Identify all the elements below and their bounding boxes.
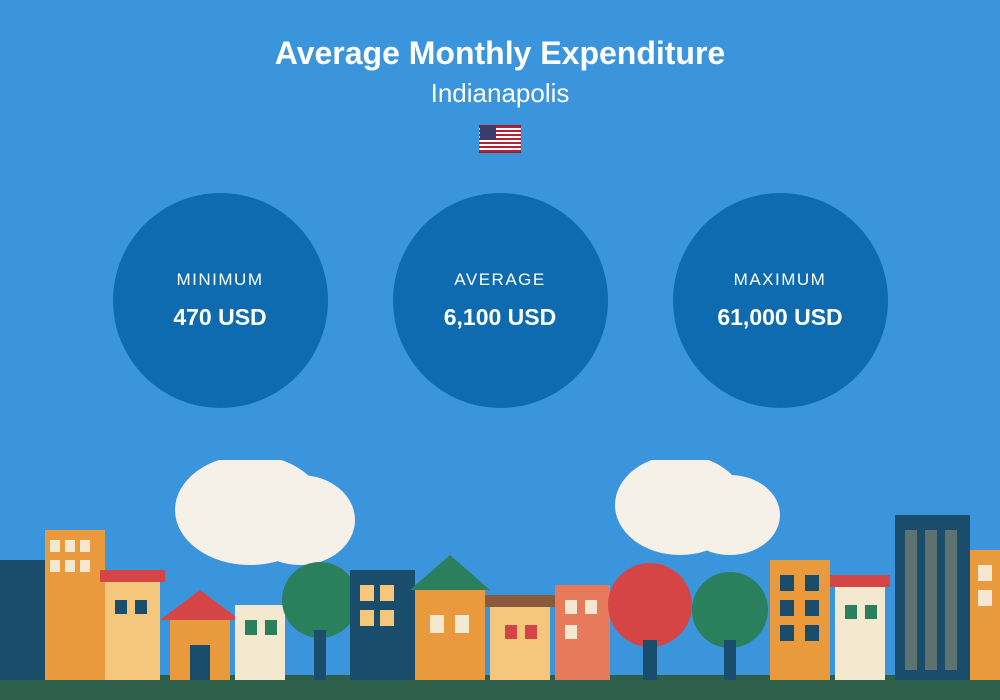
stat-label: MINIMUM [177, 270, 264, 290]
stat-value: 470 USD [173, 304, 266, 331]
stat-value: 6,100 USD [444, 304, 557, 331]
cityscape-illustration [0, 460, 1000, 700]
stats-circles: MINIMUM 470 USD AVERAGE 6,100 USD MAXIMU… [0, 193, 1000, 408]
stat-circle-minimum: MINIMUM 470 USD [113, 193, 328, 408]
infographic-container: Average Monthly Expenditure Indianapolis… [0, 0, 1000, 700]
stat-value: 61,000 USD [717, 304, 842, 331]
page-subtitle: Indianapolis [0, 78, 1000, 109]
stat-circle-maximum: MAXIMUM 61,000 USD [673, 193, 888, 408]
stat-label: MAXIMUM [734, 270, 827, 290]
header: Average Monthly Expenditure Indianapolis [0, 0, 1000, 158]
us-flag-icon [479, 125, 521, 153]
page-title: Average Monthly Expenditure [0, 35, 1000, 72]
stat-label: AVERAGE [454, 270, 545, 290]
stat-circle-average: AVERAGE 6,100 USD [393, 193, 608, 408]
